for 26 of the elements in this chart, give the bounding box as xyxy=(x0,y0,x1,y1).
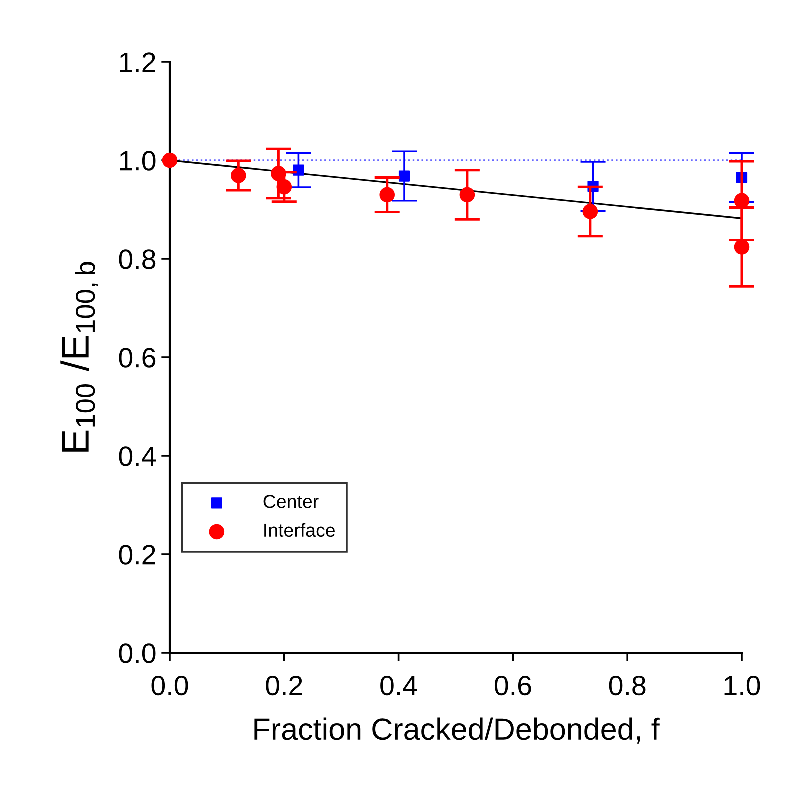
point xyxy=(380,187,395,203)
x-axis-title: Fraction Cracked/Debonded, f xyxy=(254,718,660,744)
y-axis-title: E$_{100}$ /E$_{100,b}$ xyxy=(60,262,98,452)
point xyxy=(271,166,286,182)
point xyxy=(276,179,292,195)
x-tick-label: 1.0 xyxy=(724,676,760,696)
y-tick-label: 0.8 xyxy=(119,250,156,270)
point xyxy=(734,240,750,255)
x-tick-label: 0.0 xyxy=(152,676,188,696)
y-tick-label: 0.6 xyxy=(119,348,156,368)
y-tick-label: 0.0 xyxy=(119,644,156,664)
x-tick-label: 0.4 xyxy=(380,676,418,696)
point xyxy=(231,168,246,184)
point xyxy=(582,204,598,220)
y-tick-label: 1.0 xyxy=(120,151,156,171)
point xyxy=(398,170,410,182)
x-tick-label: 0.8 xyxy=(609,676,646,696)
legend-label: Center xyxy=(264,495,319,508)
point xyxy=(460,187,476,203)
x-tick-label: 0.2 xyxy=(266,676,302,696)
legend-label: Interface xyxy=(264,523,335,538)
point xyxy=(293,164,304,176)
y-tick-label: 1.2 xyxy=(120,52,156,72)
y-tick-label: 0.2 xyxy=(119,545,156,565)
x-tick-label: 0.6 xyxy=(494,676,532,696)
y-tick-label: 0.4 xyxy=(119,446,156,466)
